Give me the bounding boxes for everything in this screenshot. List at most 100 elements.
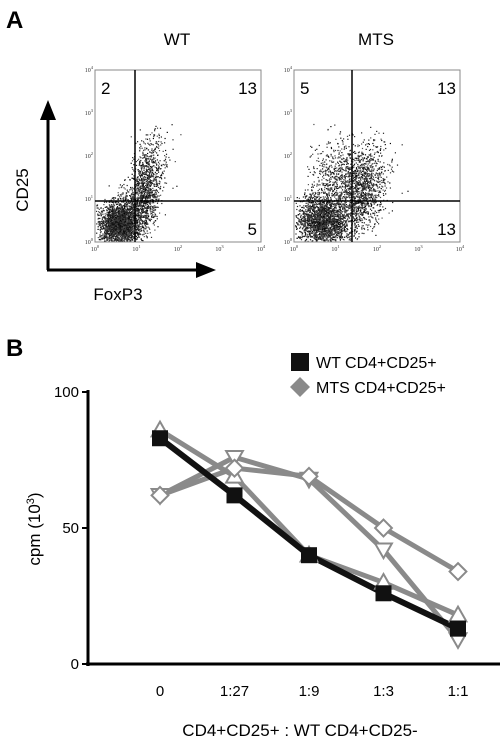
density-dot [110,211,112,213]
density-dot [156,168,158,170]
density-dot [119,204,121,206]
density-dot [119,210,121,212]
density-dot [149,155,151,157]
density-dot [151,212,153,214]
density-dot [141,165,143,167]
density-dot [131,173,133,175]
density-dot [315,204,317,206]
density-dot [151,158,153,161]
density-dot [146,212,148,214]
density-dot [142,178,144,180]
density-dot [126,239,128,241]
density-dot [132,177,134,179]
density-dot [307,225,309,227]
density-dot [328,194,330,196]
density-dot [304,213,306,215]
density-dot [132,195,134,197]
density-dot [130,239,132,241]
density-dot [112,197,114,199]
density-dot [121,236,123,238]
density-dot [124,231,127,233]
density-dot [121,234,123,236]
density-dot [123,237,125,239]
density-dot [143,236,145,238]
density-dot [322,237,324,240]
density-dot [139,202,141,204]
density-dot [157,191,160,194]
density-dot [123,232,125,234]
density-dot [146,185,148,187]
density-dot [314,191,316,194]
density-dot [113,221,115,223]
density-dot [119,238,121,240]
density-dot [139,229,141,231]
density-dot [148,205,150,207]
density-dot [141,169,143,171]
density-dot [112,206,114,208]
density-dot [109,239,111,241]
density-dot [108,222,110,224]
density-dot [147,149,149,151]
density-dot [125,208,127,210]
density-dot [153,197,155,199]
density-dot [130,240,132,242]
density-dot [130,197,132,200]
density-dot [135,223,137,225]
density-dot [137,208,139,210]
density-dot [141,201,143,203]
density-dot [128,222,130,224]
density-dot [149,168,151,170]
density-dot [145,195,147,198]
density-dot [123,216,125,219]
density-dot [310,229,312,231]
density-dot [145,228,147,230]
density-dot [136,212,138,214]
density-dot [117,218,119,220]
density-dot [110,209,112,211]
density-dot [121,212,123,215]
density-dot [123,222,125,225]
density-dot [156,180,158,182]
density-dot [139,185,142,187]
density-dot [154,194,156,196]
density-dot [139,170,141,172]
density-dot [100,207,102,209]
density-dot [146,170,148,172]
density-dot [100,226,102,228]
density-dot [347,216,349,218]
density-dot [332,235,334,237]
density-dot [131,214,133,216]
density-dot [124,235,127,237]
density-dot [106,222,108,224]
density-dot [100,212,102,214]
density-dot [96,232,98,234]
density-dot [336,233,338,235]
density-dot [129,202,131,204]
density-dot [126,217,128,219]
density-dot [136,209,138,211]
density-dot [153,161,155,163]
density-dot [136,184,138,186]
density-dot [133,219,135,221]
density-dot [322,217,324,219]
density-dot [139,203,141,205]
density-dot [145,165,147,167]
density-dot [316,231,318,233]
density-dot [107,226,109,228]
density-dot [335,191,337,193]
density-dot [137,176,139,178]
density-dot [329,228,331,230]
density-dot [131,207,134,209]
density-dot [105,215,107,217]
density-dot [135,161,137,163]
density-dot [307,175,309,177]
density-dot [140,213,142,215]
density-dot [99,232,102,234]
density-dot [116,229,118,231]
density-dot [145,158,147,160]
density-dot [112,240,114,242]
density-dot [104,206,106,208]
density-dot [153,193,155,195]
tick-label-y: 103 [85,108,94,117]
